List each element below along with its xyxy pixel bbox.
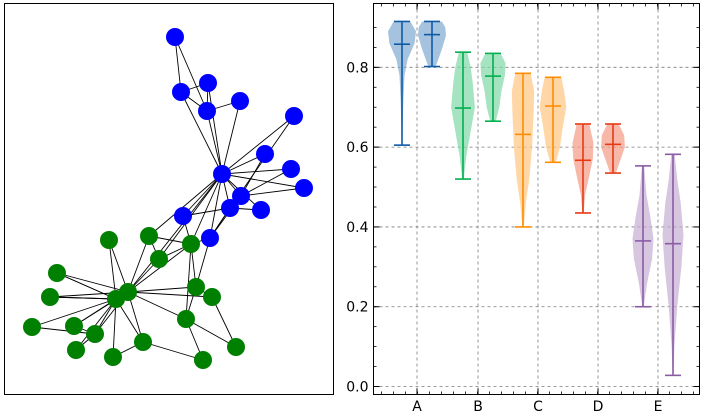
network-edge	[221, 100, 241, 175]
network-edge	[185, 243, 192, 320]
x-tick-label-A: A	[412, 399, 422, 415]
y-tick-label: 0.8	[346, 60, 368, 76]
network-edge	[240, 168, 292, 197]
network-node-4	[198, 102, 216, 120]
x-tick-label-D: D	[593, 399, 604, 415]
violin-bodies	[388, 20, 684, 377]
network-edge	[221, 173, 305, 189]
network-node-33	[194, 351, 212, 369]
network-edge	[31, 326, 96, 335]
network-node-13	[174, 207, 192, 225]
network-node-30	[67, 341, 85, 359]
network-nodes	[23, 28, 313, 369]
y-tick-label: 0.4	[346, 220, 368, 236]
violin-chart-panel: 0.0 0.2 0.4 0.6 0.8 A B C D E	[346, 3, 700, 415]
network-edge	[49, 296, 117, 300]
network-edge	[127, 235, 150, 293]
network-edge	[127, 243, 192, 293]
network-node-21	[41, 288, 59, 306]
network-edge	[127, 291, 187, 320]
x-tick-label-E: E	[654, 399, 663, 415]
network-node-15	[100, 231, 118, 249]
network-node-8	[213, 165, 231, 183]
network-edge	[185, 318, 237, 348]
network-node-28	[86, 325, 104, 343]
network-node-23	[107, 290, 125, 308]
network-node-26	[65, 317, 83, 335]
network-node-31	[227, 338, 245, 356]
network-edge	[108, 239, 129, 293]
network-node-3	[231, 92, 249, 110]
network-node-29	[134, 333, 152, 351]
network-graph-panel	[4, 3, 334, 395]
network-node-5	[285, 107, 303, 125]
network-edge	[56, 272, 117, 300]
network-edge	[142, 341, 204, 361]
network-edge	[174, 36, 182, 93]
network-node-12	[221, 199, 239, 217]
network-edge	[182, 173, 223, 217]
network-node-17	[182, 235, 200, 253]
violin-frame	[373, 3, 700, 395]
network-node-11	[252, 201, 270, 219]
network-node-20	[187, 278, 205, 296]
network-edge	[56, 272, 129, 293]
network-node-25	[23, 318, 41, 336]
network-node-1	[199, 74, 217, 92]
network-edge	[207, 82, 223, 175]
network-node-24	[203, 288, 221, 306]
network-edge	[148, 173, 223, 237]
network-edge	[211, 296, 237, 348]
network-node-10	[232, 187, 250, 205]
x-tick-label-B: B	[473, 399, 483, 415]
network-edge	[108, 239, 117, 300]
network-node-0	[166, 28, 184, 46]
network-edge	[127, 286, 197, 293]
network-edge	[75, 298, 117, 351]
network-node-9	[295, 179, 313, 197]
network-edge	[174, 36, 208, 112]
network-edge	[240, 187, 305, 197]
network-edge	[31, 298, 117, 328]
y-tick-label: 0.0	[346, 380, 368, 396]
network-node-16	[140, 227, 158, 245]
y-tick-label: 0.2	[346, 300, 368, 316]
y-axis-tick-labels: 0.0 0.2 0.4 0.6 0.8	[346, 60, 368, 395]
network-edge	[127, 291, 213, 298]
network-node-32	[104, 348, 122, 366]
network-edge	[112, 298, 117, 358]
x-tick-label-C: C	[533, 399, 543, 415]
network-edge	[190, 173, 223, 245]
network-edge	[209, 173, 223, 239]
network-frame	[4, 3, 334, 395]
network-node-6	[256, 145, 274, 163]
network-edge	[221, 115, 295, 175]
network-node-2	[172, 83, 190, 101]
x-axis-tick-labels: A B C D E	[412, 399, 662, 415]
network-edge	[180, 91, 223, 175]
network-node-27	[177, 310, 195, 328]
network-node-19	[48, 264, 66, 282]
network-node-14	[201, 229, 219, 247]
network-node-18	[150, 250, 168, 268]
y-tick-label: 0.6	[346, 140, 368, 156]
network-edge	[221, 168, 292, 175]
network-edge	[206, 110, 223, 175]
network-edge	[127, 173, 223, 293]
network-node-7	[282, 160, 300, 178]
